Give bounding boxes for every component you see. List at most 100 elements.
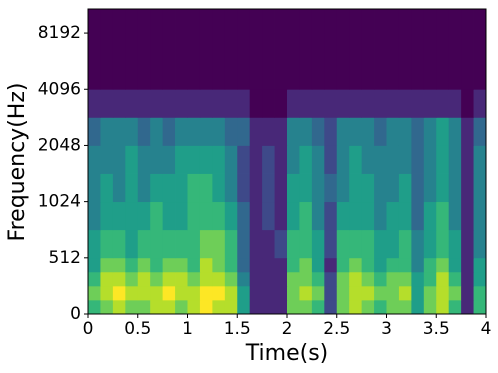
heatmap-cell [473, 299, 487, 315]
heatmap-cell [274, 271, 288, 287]
heatmap-cell [324, 201, 338, 231]
heatmap-cell [88, 229, 101, 259]
heatmap-cell [374, 285, 387, 301]
heatmap-cell [349, 9, 363, 34]
heatmap-cell [274, 201, 288, 231]
heatmap-cell [448, 229, 462, 259]
heatmap-cell [287, 89, 300, 118]
heatmap-cell [150, 33, 164, 90]
heatmap-cell [249, 201, 263, 231]
heatmap-cell [411, 257, 425, 273]
heatmap-cell [187, 145, 201, 174]
heatmap-cell [150, 117, 164, 146]
heatmap-cell [324, 299, 338, 315]
heatmap-cell [112, 117, 126, 146]
heatmap-cell [150, 299, 164, 315]
heatmap-cell [237, 9, 251, 34]
heatmap-cell [287, 33, 300, 90]
heatmap-cell [237, 117, 251, 146]
heatmap-cell [374, 271, 387, 287]
heatmap-cell [100, 201, 114, 231]
heatmap-cell [199, 229, 213, 259]
heatmap-cell [262, 201, 275, 231]
heatmap-cell [224, 145, 238, 174]
heatmap-cell [336, 271, 350, 287]
heatmap-cell [423, 201, 437, 231]
heatmap-cell [237, 271, 251, 287]
heatmap-cell [436, 33, 450, 90]
heatmap-cell [361, 257, 375, 273]
heatmap-cell [473, 9, 487, 34]
heatmap-cell [411, 117, 425, 146]
heatmap-cell [311, 201, 325, 231]
heatmap-cell [125, 33, 139, 90]
heatmap-cell [88, 33, 101, 90]
heatmap-cell [299, 173, 313, 203]
heatmap-cell [175, 299, 188, 315]
heatmap-cell [349, 271, 363, 287]
heatmap-cell [112, 299, 126, 315]
heatmap-cell [187, 271, 201, 287]
heatmap-cell [112, 173, 126, 203]
heatmap-cell [287, 201, 300, 231]
heatmap-cell [112, 285, 126, 301]
heatmap-cell [175, 173, 188, 203]
heatmap-cell [187, 33, 201, 90]
heatmap-cell [162, 201, 176, 231]
heatmap-cell [187, 117, 201, 146]
heatmap-cell [100, 271, 114, 287]
heatmap-cell [199, 271, 213, 287]
x-tick-label: 4 [481, 319, 492, 339]
heatmap-cell [311, 145, 325, 174]
heatmap-cell [473, 257, 487, 273]
heatmap-cell [287, 257, 300, 273]
heatmap-cell [100, 229, 114, 259]
heatmap-cell [88, 173, 101, 203]
heatmap-cell [187, 285, 201, 301]
heatmap-cell [436, 89, 450, 118]
heatmap-cell [137, 9, 151, 34]
heatmap-cell [150, 271, 164, 287]
heatmap-cell [299, 257, 313, 273]
x-tick-label: 3 [381, 319, 392, 339]
heatmap-cell [237, 89, 251, 118]
heatmap-cell [448, 299, 462, 315]
heatmap-cell [262, 299, 275, 315]
heatmap-cell [224, 229, 238, 259]
heatmap-cell [299, 9, 313, 34]
heatmap-cell [398, 201, 412, 231]
heatmap-cell [249, 145, 263, 174]
heatmap-cell [324, 145, 338, 174]
heatmap-cell [162, 145, 176, 174]
heatmap-cell [336, 299, 350, 315]
heatmap-cell [199, 201, 213, 231]
heatmap-cell [324, 271, 338, 287]
heatmap-cell [423, 33, 437, 90]
heatmap-cell [299, 145, 313, 174]
heatmap-cell [423, 9, 437, 34]
heatmap-cell [436, 257, 450, 273]
heatmap-cell [349, 257, 363, 273]
heatmap-cell [461, 145, 474, 174]
heatmap-cell [175, 271, 188, 287]
heatmap-cell [249, 9, 263, 34]
heatmap-cell [224, 257, 238, 273]
heatmap-cell [150, 229, 164, 259]
heatmap-cell [137, 201, 151, 231]
heatmap-cell [224, 173, 238, 203]
heatmap-cell [162, 117, 176, 146]
heatmap-cell [237, 145, 251, 174]
heatmap-cell [274, 117, 288, 146]
heatmap-cell [423, 285, 437, 301]
heatmap-cell [150, 89, 164, 118]
heatmap-cell [187, 201, 201, 231]
heatmap-cell [287, 145, 300, 174]
heatmap-cell [423, 89, 437, 118]
heatmap-cell [224, 201, 238, 231]
heatmap-cell [212, 173, 226, 203]
heatmap-cell [311, 89, 325, 118]
heatmap-cell [448, 257, 462, 273]
heatmap-cell [112, 201, 126, 231]
heatmap-cell [237, 257, 251, 273]
heatmap-cell [150, 285, 164, 301]
